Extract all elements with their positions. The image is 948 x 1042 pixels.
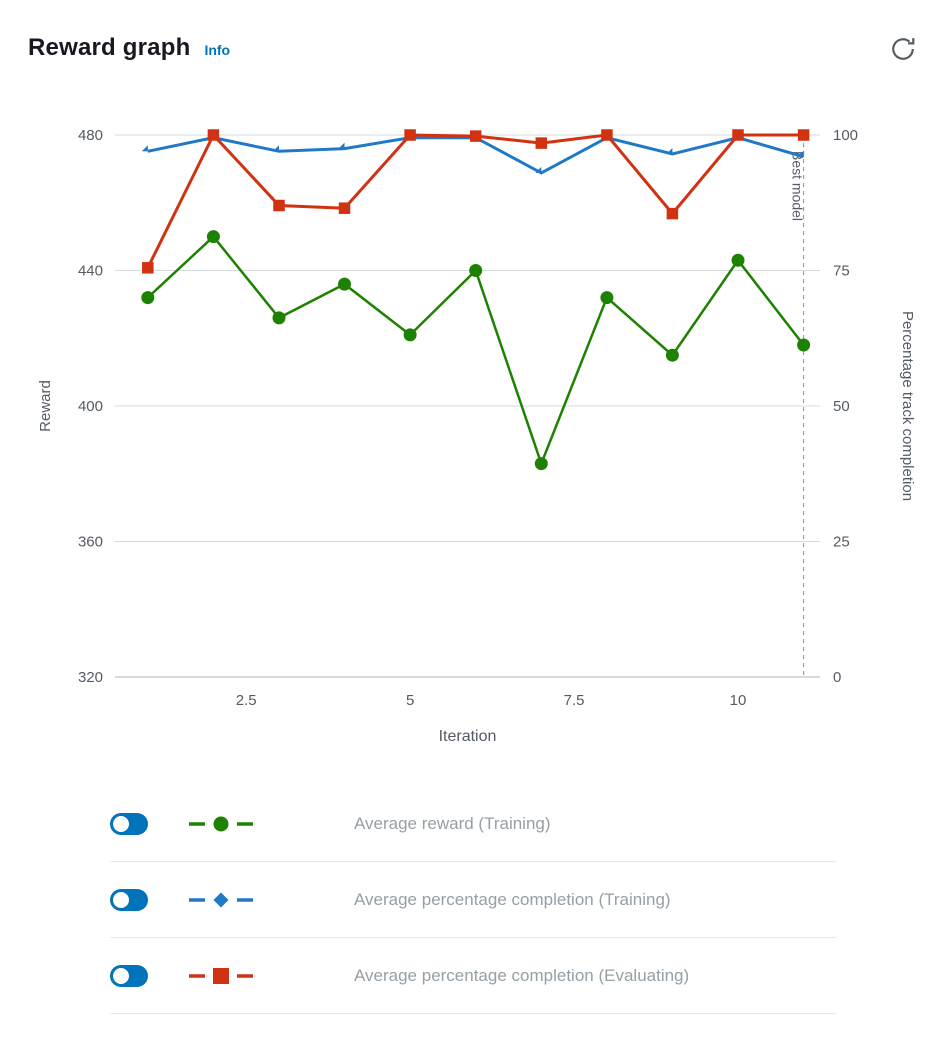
series-line (147, 136, 805, 175)
panel-header: Reward graph Info (0, 0, 948, 67)
left-axis-tick: 440 (78, 263, 103, 280)
x-axis-tick: 7.5 (564, 692, 585, 709)
refresh-icon (892, 38, 915, 60)
best-model-label: Best model (790, 151, 806, 221)
legend-toggle[interactable] (110, 888, 148, 911)
legend-item: Average reward (Training) (110, 786, 836, 862)
left-axis-label: Reward (37, 380, 54, 432)
legend-line-sample (188, 813, 254, 835)
right-axis-tick: 25 (833, 534, 850, 551)
x-axis-tick: 5 (406, 692, 414, 709)
reward-chart: 480 440 400 360 320 100 75 50 25 0 2.5 5 7.5 10 Reward… (37, 127, 916, 745)
right-axis-tick: 50 (833, 398, 850, 415)
x-axis-label: Iteration (439, 728, 497, 745)
right-axis-tick: 0 (833, 669, 841, 686)
legend-label: Average percentage completion (Training) (354, 889, 671, 909)
left-axis-tick: 400 (78, 398, 103, 415)
left-axis-tick: 320 (78, 669, 103, 686)
right-axis-tick: 75 (833, 263, 850, 280)
chart-legend: Average reward (Training) Average percent… (110, 786, 836, 1014)
x-axis-tick: 2.5 (236, 692, 257, 709)
legend-line-sample (188, 965, 254, 987)
legend-toggle[interactable] (110, 812, 148, 835)
legend-item: Average percentage completion (Evaluatin… (110, 938, 836, 1014)
refresh-button[interactable] (888, 34, 918, 67)
x-axis-tick: 10 (730, 692, 747, 709)
legend-item: Average percentage completion (Training) (110, 862, 836, 938)
legend-line-sample (188, 889, 254, 911)
info-link[interactable]: Info (204, 42, 231, 58)
right-axis-tick: 100 (833, 127, 858, 144)
page-title: Reward graph (28, 34, 191, 61)
legend-label: Average percentage completion (Evaluatin… (354, 965, 690, 985)
left-axis-tick: 360 (78, 534, 103, 551)
series-line (146, 132, 804, 269)
legend-label: Average reward (Training) (354, 813, 551, 833)
legend-toggle[interactable] (110, 964, 148, 987)
left-axis-tick: 480 (78, 127, 103, 144)
right-axis-label: Percentage track completion (899, 311, 916, 501)
